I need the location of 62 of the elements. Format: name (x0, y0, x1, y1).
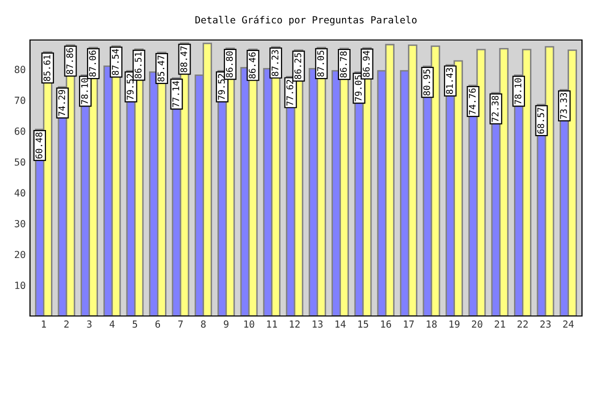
data-label: 86.25 (294, 53, 302, 80)
data-label: 87.05 (317, 50, 324, 77)
data-label: 79.52 (218, 74, 225, 100)
y-tick-label: 70 (14, 96, 26, 104)
data-label: 86.80 (226, 51, 233, 78)
x-tick-label: 2 (64, 320, 69, 328)
x-tick-label: 15 (358, 320, 368, 328)
x-tick-label: 17 (404, 320, 414, 328)
y-tick-label: 50 (14, 158, 26, 166)
data-label: 77.62 (286, 80, 294, 106)
x-tick-label: 22 (518, 320, 528, 328)
data-label: 87.23 (272, 50, 278, 76)
y-tick-label: 20 (14, 250, 26, 258)
data-label: 78.10 (514, 78, 522, 104)
y-tick-label: 10 (15, 282, 26, 290)
y-tick-label: 80 (14, 66, 26, 74)
x-tick-label: 20 (472, 320, 482, 328)
x-tick-label: 7 (178, 320, 183, 328)
data-label: 79.52 (126, 74, 134, 100)
x-tick-label: 11 (267, 320, 277, 328)
data-label: 77.14 (172, 81, 180, 108)
data-label: 87.54 (112, 48, 119, 76)
y-tick-label: 30 (14, 220, 26, 228)
x-tick-label: 5 (132, 320, 138, 328)
data-label: 88.47 (180, 46, 188, 72)
data-label: 74.29 (58, 90, 66, 116)
data-label: 86.51 (134, 52, 142, 78)
data-label: 78.10 (81, 78, 88, 104)
data-label: 79.05 (354, 75, 362, 102)
x-tick-label: 24 (563, 320, 574, 328)
x-tick-label: 21 (494, 320, 506, 328)
data-label: 86.46 (248, 52, 256, 78)
x-tick-label: 1 (42, 320, 46, 328)
x-tick-label: 18 (426, 320, 437, 328)
data-label: 86.78 (340, 51, 347, 78)
x-tick-label: 19 (450, 320, 460, 328)
data-label: 87.86 (66, 48, 74, 74)
x-tick-label: 13 (312, 320, 323, 328)
x-tick-label: 8 (201, 320, 206, 328)
data-label: 86.94 (362, 50, 370, 77)
data-label: 60.48 (36, 132, 42, 159)
x-tick-label: 14 (336, 320, 346, 328)
data-label: 80.95 (423, 70, 430, 96)
data-label: 74.76 (468, 88, 476, 114)
y-tick-label: 60 (14, 127, 26, 135)
data-label: 81.43 (446, 68, 453, 94)
x-tick-label: 3 (87, 320, 92, 328)
x-tick-label: 6 (155, 320, 160, 328)
x-tick-label: 10 (244, 320, 254, 328)
y-tick-label: 40 (14, 189, 26, 197)
data-label: 68.57 (537, 108, 544, 134)
x-tick-label: 9 (224, 320, 228, 328)
x-tick-label: 16 (381, 320, 392, 328)
x-tick-label: 4 (110, 320, 115, 328)
data-label: 87.06 (89, 50, 96, 77)
data-label: 85.61 (43, 55, 50, 82)
data-label: 72.38 (492, 96, 499, 122)
x-tick-label: 23 (540, 320, 551, 328)
chart-title: Detalle Gráfico por Preguntas Paralelo (195, 16, 417, 26)
x-tick-label: 12 (290, 320, 300, 328)
data-label: 85.47 (158, 56, 164, 82)
data-label: 73.33 (560, 93, 567, 119)
